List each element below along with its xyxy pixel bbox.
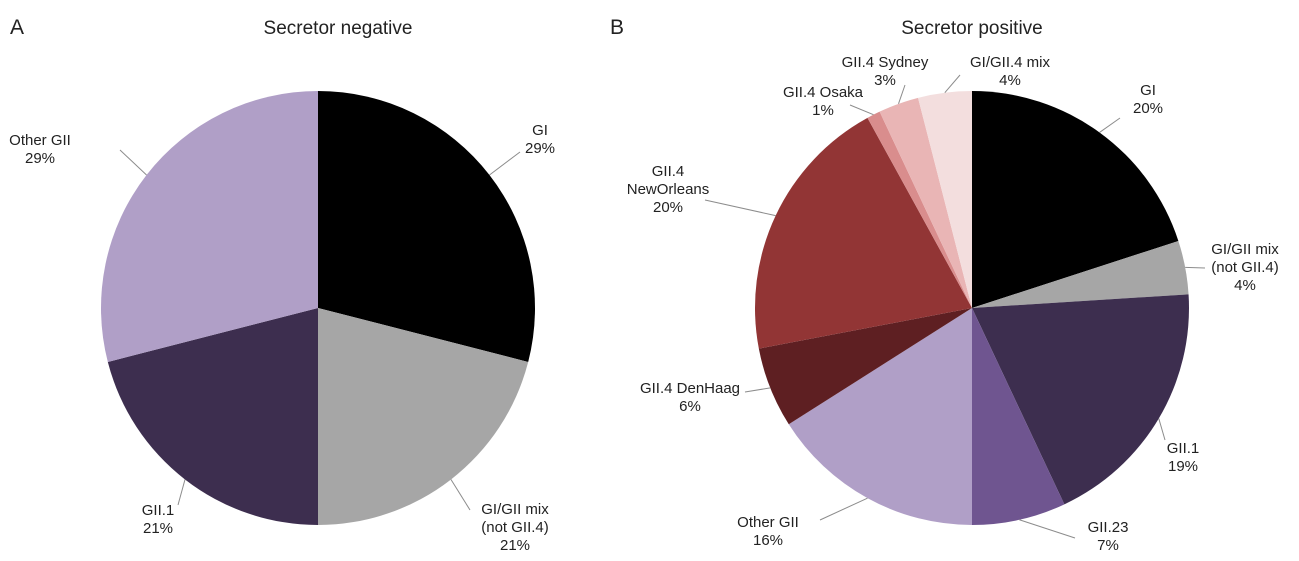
leader-line xyxy=(819,497,868,521)
chart-title: Secretor negative xyxy=(264,18,413,40)
leader-line xyxy=(450,479,471,511)
slice-label: GI 29% xyxy=(510,122,570,158)
slice-percent: 21% xyxy=(499,537,531,554)
pie-slice xyxy=(879,97,972,309)
slice-name: GII.1 xyxy=(141,502,175,519)
slice-percent: 16% xyxy=(752,532,784,549)
slice-name: GI/GII mix (not GII.4) xyxy=(1211,241,1279,276)
slice-name: Other GII xyxy=(737,514,799,531)
slice-label: Other GII 16% xyxy=(728,514,808,550)
leader-line xyxy=(177,479,186,506)
pie-slice xyxy=(972,240,1189,308)
slice-percent: 4% xyxy=(1234,277,1256,294)
leader-line xyxy=(898,84,906,104)
slice-name: GI xyxy=(1140,82,1156,99)
slice-percent: 29% xyxy=(524,140,556,157)
slice-label: GI/GII.4 mix 4% xyxy=(955,54,1065,90)
slice-percent: 20% xyxy=(652,199,684,216)
leader-line xyxy=(119,149,147,176)
leader-line xyxy=(1019,519,1076,539)
slice-label: GII.4 Sydney 3% xyxy=(830,54,940,90)
panel-label: A xyxy=(10,16,24,40)
slice-percent: 4% xyxy=(999,72,1021,89)
pie-slice xyxy=(755,117,972,349)
pie-slice xyxy=(918,91,972,308)
slice-percent: 6% xyxy=(679,398,701,415)
slice-label: GII.1 19% xyxy=(1158,440,1208,476)
panel-label: B xyxy=(610,16,624,40)
slice-name: GII.4 NewOrleans xyxy=(626,163,710,198)
slice-label: GI/GII mix (not GII.4) 21% xyxy=(468,501,563,555)
slice-name: GI/GII mix (not GII.4) xyxy=(481,501,549,536)
slice-label: GII.4 Osaka 1% xyxy=(773,84,873,120)
slice-name: GII.1 xyxy=(1166,440,1200,457)
pie-slice xyxy=(867,111,972,308)
leader-line xyxy=(489,151,521,176)
slice-label: GII.4 DenHaag 6% xyxy=(630,380,750,416)
chart-title: Secretor positive xyxy=(901,18,1043,40)
title-text: Secretor positive xyxy=(901,18,1043,39)
slice-label: GI/GII mix (not GII.4) 4% xyxy=(1198,241,1293,295)
slice-percent: 21% xyxy=(142,520,174,537)
pie-slice xyxy=(100,91,318,362)
slice-label: GII.4 NewOrleans 20% xyxy=(621,163,716,217)
slice-name: GII.4 Sydney xyxy=(841,54,929,71)
slice-percent: 19% xyxy=(1167,458,1199,475)
title-text: Secretor negative xyxy=(263,18,413,39)
slice-name: Other GII xyxy=(9,132,71,149)
pie-slice xyxy=(972,308,1065,525)
slice-name: GI xyxy=(532,122,548,139)
pie-slice xyxy=(788,308,972,525)
pie-slice xyxy=(107,308,319,525)
slice-name: GI/GII.4 mix xyxy=(969,54,1050,71)
leader-line xyxy=(849,104,874,116)
slice-percent: 3% xyxy=(874,72,896,89)
pie-slice xyxy=(318,91,535,362)
slice-percent: 20% xyxy=(1132,100,1164,117)
slice-percent: 29% xyxy=(24,150,56,167)
pie-slice xyxy=(318,308,529,525)
leader-line xyxy=(704,199,776,217)
slice-name: GII.23 xyxy=(1087,519,1129,536)
panel-letter: B xyxy=(610,16,625,39)
leader-line xyxy=(944,74,961,94)
slice-percent: 1% xyxy=(812,102,834,119)
leader-line xyxy=(1158,418,1166,441)
leader-line xyxy=(1099,117,1121,133)
slice-label: GI 20% xyxy=(1123,82,1173,118)
slice-label: GII.23 7% xyxy=(1078,519,1138,555)
slice-label: Other GII 29% xyxy=(5,132,75,168)
leader-line xyxy=(744,387,771,393)
slice-name: GII.4 DenHaag xyxy=(639,380,741,397)
slice-label: GII.1 21% xyxy=(128,502,188,538)
pie-slice xyxy=(972,91,1179,308)
panel-letter: A xyxy=(10,16,25,39)
slice-name: GII.4 Osaka xyxy=(782,84,864,101)
slice-percent: 7% xyxy=(1097,537,1119,554)
pie-slice xyxy=(972,294,1189,505)
leader-line xyxy=(1185,266,1206,269)
pie-slice xyxy=(758,308,972,425)
